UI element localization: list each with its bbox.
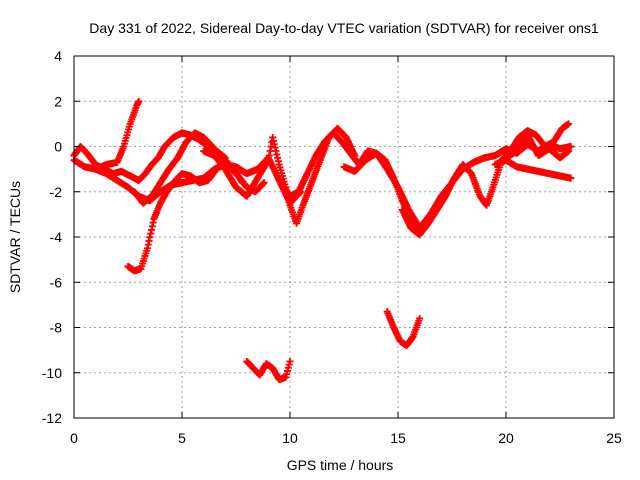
data-point — [567, 143, 575, 150]
series-track-j — [491, 156, 575, 182]
y-tick-label: 2 — [54, 93, 62, 109]
y-tick-label: -2 — [50, 184, 63, 200]
series-track-f — [200, 124, 359, 227]
x-tick-label: 10 — [282, 430, 298, 446]
data-point — [567, 174, 575, 182]
y-tick-label: 0 — [54, 139, 62, 155]
x-tick-label: 0 — [70, 430, 78, 446]
x-tick-label: 5 — [178, 430, 186, 446]
y-tick-label: -6 — [50, 274, 63, 290]
data-point — [286, 357, 294, 365]
series-track-k — [502, 131, 573, 162]
x-tick-label: 20 — [498, 430, 514, 446]
axis-ticks: 0 5 10 15 20 25 -12 -10 -8 -6 -4 -2 0 2 4 — [42, 48, 622, 446]
series-track-m — [383, 308, 424, 350]
series-track-l — [243, 357, 294, 384]
x-tick-label: 15 — [390, 430, 406, 446]
data-point — [260, 179, 268, 187]
chart-title: Day 331 of 2022, Sidereal Day-to-day VTE… — [89, 20, 599, 36]
y-tick-label: 4 — [54, 48, 62, 64]
data-point — [416, 314, 424, 322]
series-track-i — [398, 120, 573, 239]
series-track-a — [70, 97, 143, 173]
data-markers — [70, 97, 575, 384]
y-tick-label: -10 — [42, 365, 62, 381]
y-tick-label: -4 — [50, 229, 63, 245]
data-point — [565, 147, 573, 155]
series-track-e — [92, 154, 305, 207]
data-point — [135, 97, 143, 105]
y-tick-label: -12 — [42, 410, 62, 426]
x-tick-label: 25 — [606, 430, 622, 446]
grid-lines — [74, 56, 614, 418]
y-axis-label: SDTVAR / TECUs — [7, 181, 23, 293]
x-axis-label: GPS time / hours — [287, 457, 394, 473]
data-point — [565, 120, 573, 128]
y-tick-label: -8 — [50, 320, 63, 336]
